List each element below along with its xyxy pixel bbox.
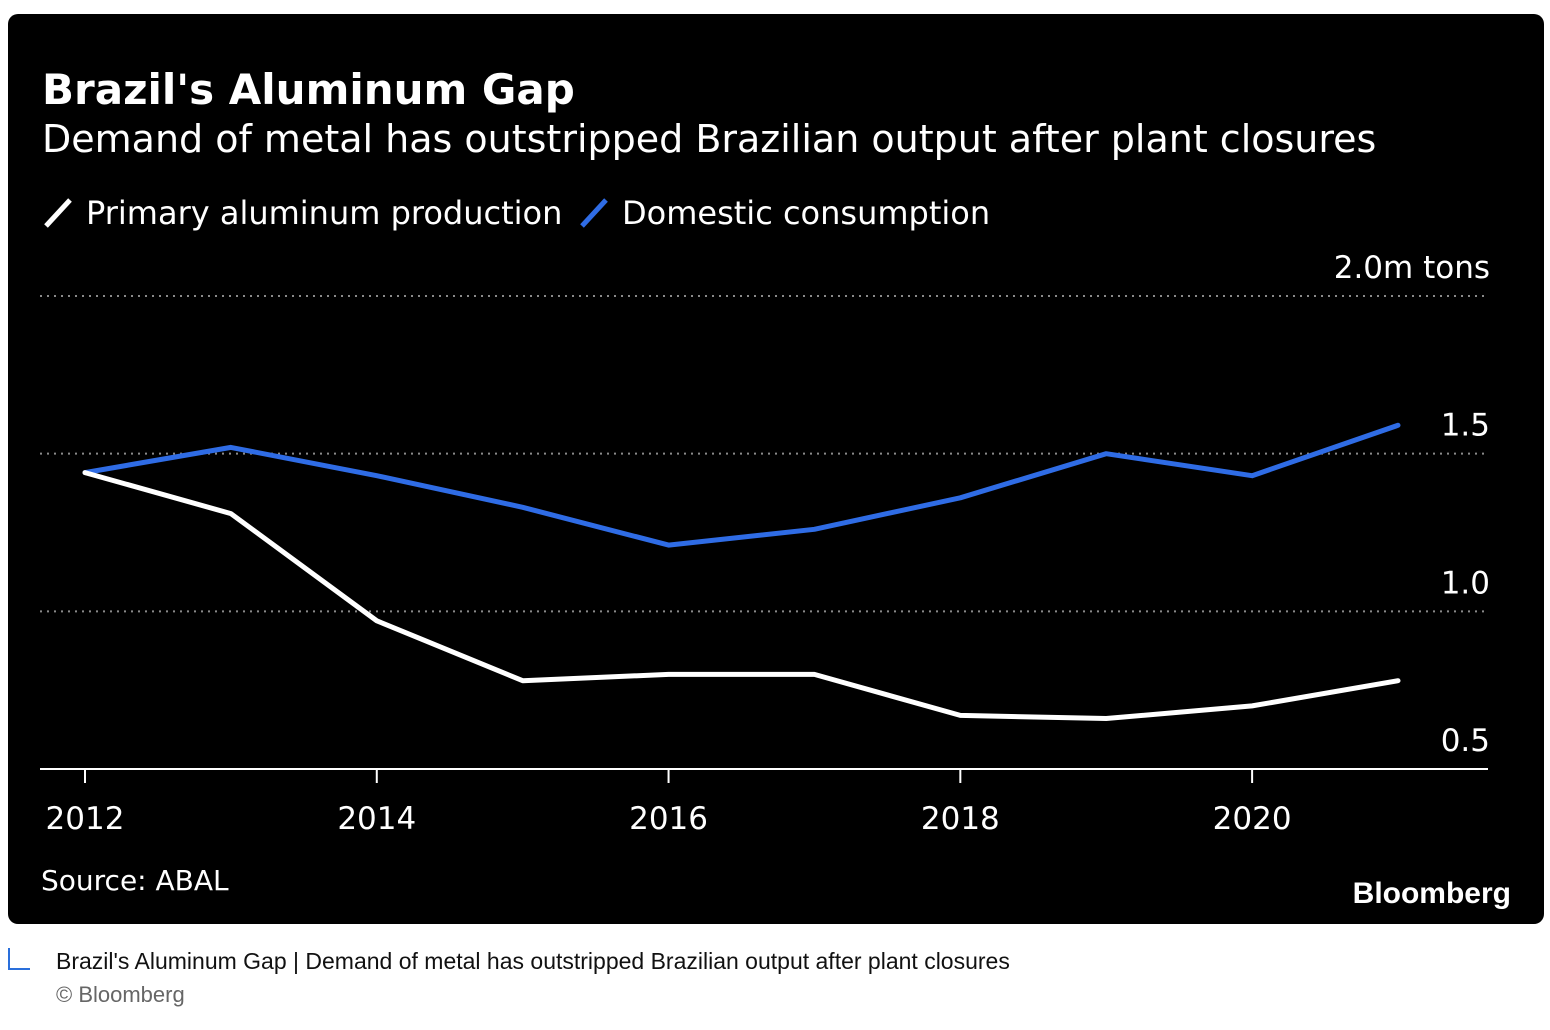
- x-tick-label: 2016: [629, 801, 708, 837]
- chart-subtitle: Demand of metal has outstripped Brazilia…: [42, 117, 1376, 161]
- caption-text: Brazil's Aluminum Gap | Demand of metal …: [56, 948, 1010, 974]
- series-line-consumption: [82, 422, 1401, 548]
- y-tick-label: 1.5: [1441, 408, 1490, 444]
- y-tick-label: 0.5: [1441, 723, 1490, 759]
- x-axis: 2012 2014 2016 2018 2020: [40, 768, 1488, 837]
- caption-area: Brazil's Aluminum Gap | Demand of metal …: [0, 940, 1550, 1020]
- legend-swatch-consumption: [580, 198, 608, 228]
- y-tick-label: 2.0m tons: [1334, 250, 1490, 286]
- source-note: Source: ABAL: [41, 864, 229, 897]
- series-line-production: [82, 470, 1401, 721]
- caption-corner-icon: [8, 948, 30, 970]
- chart-svg: Brazil's Aluminum Gap Demand of metal ha…: [40, 65, 1511, 910]
- x-tick-label: 2018: [921, 801, 1000, 837]
- chart-title: Brazil's Aluminum Gap: [42, 65, 575, 114]
- x-tick-label: 2014: [337, 801, 416, 837]
- chart-card: Brazil's Aluminum Gap Demand of metal ha…: [8, 14, 1544, 924]
- legend-label-production: Primary aluminum production: [86, 194, 562, 232]
- legend: Primary aluminum production Domestic con…: [44, 194, 990, 232]
- series: [82, 422, 1401, 721]
- caption-credit: © Bloomberg: [56, 982, 185, 1007]
- bloomberg-logo: Bloomberg: [1353, 877, 1511, 910]
- x-tick-label: 2020: [1213, 801, 1292, 837]
- x-tick-label: 2012: [46, 801, 125, 837]
- legend-label-consumption: Domestic consumption: [622, 194, 990, 232]
- legend-swatch-production: [44, 198, 72, 228]
- gridlines: 0.5 1.0 1.5 2.0m tons: [40, 250, 1490, 759]
- y-tick-label: 1.0: [1441, 565, 1490, 601]
